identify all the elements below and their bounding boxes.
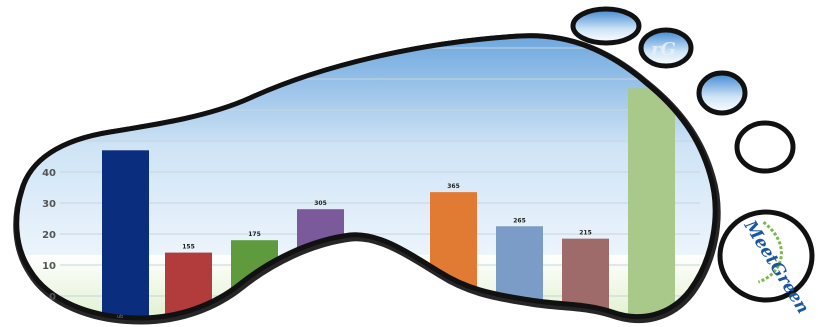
toe-5	[717, 209, 815, 303]
data-label-4: 305	[314, 200, 327, 207]
data-label-2: 155	[182, 244, 195, 251]
toes: rG	[570, 6, 815, 303]
y-tick-label: 30	[42, 199, 56, 210]
bar-8	[628, 88, 675, 318]
footprint-outline	[14, 33, 718, 321]
y-tick-label: 0	[49, 292, 56, 303]
y-tick-label: 10	[42, 261, 56, 272]
y-tick-label: 20	[42, 230, 56, 241]
x-axis-tick-label: ub	[117, 314, 123, 320]
logo-swoosh	[757, 221, 783, 284]
toe-text: rG	[651, 39, 676, 60]
data-label-3: 175	[248, 231, 261, 238]
toe-2	[638, 27, 694, 69]
y-axis-ticks: 0 10 20 30 40	[42, 168, 56, 303]
chart-data-labels: 155 175 305 365 265 215	[182, 183, 592, 250]
bar-6	[496, 226, 543, 318]
toe-3	[696, 70, 748, 116]
y-tick-label: 40	[42, 168, 56, 179]
toe-1	[570, 6, 642, 46]
data-label-5: 365	[447, 183, 460, 190]
toe-4	[734, 120, 796, 174]
bar-5	[430, 192, 477, 318]
data-label-6: 265	[513, 217, 526, 224]
bar-4	[297, 209, 344, 318]
bar-1	[102, 150, 149, 318]
data-label-7: 215	[579, 230, 592, 237]
